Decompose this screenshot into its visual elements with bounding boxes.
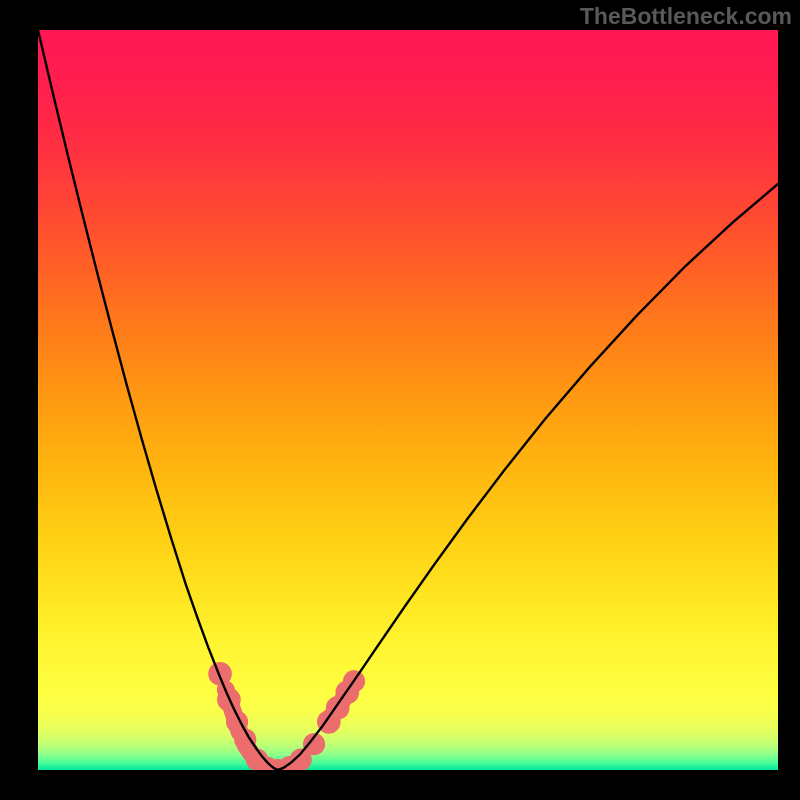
chart-svg	[38, 30, 778, 770]
gradient-background	[38, 30, 778, 770]
watermark-text: TheBottleneck.com	[580, 3, 792, 30]
plot-area	[38, 30, 778, 770]
